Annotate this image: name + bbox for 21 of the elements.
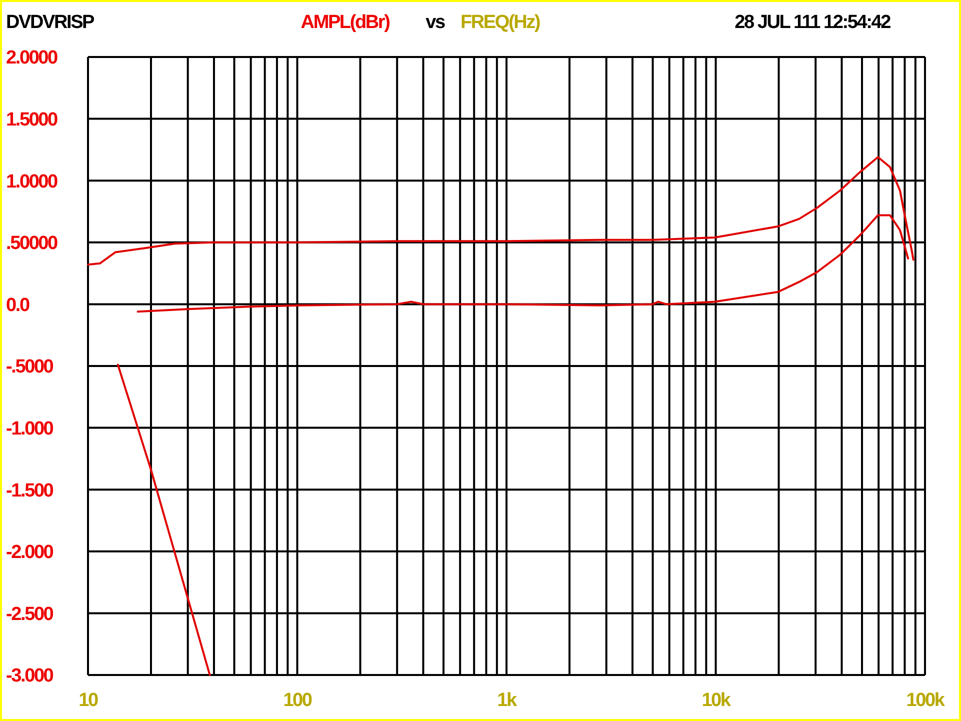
x-tick-label: 10k <box>702 690 732 711</box>
y-tick-label: -3.000 <box>6 666 54 687</box>
y-tick-label: .50000 <box>6 233 58 254</box>
x-tick-label: 10 <box>78 690 98 711</box>
y-axis-title: AMPL(dBr) <box>300 12 390 33</box>
y-tick-label: -2.500 <box>6 604 54 625</box>
y-tick-label: 1.5000 <box>6 109 58 130</box>
y-tick-label: -2.000 <box>6 542 54 564</box>
x-tick-label: 100 <box>283 690 312 711</box>
y-tick-label: 2.0000 <box>6 48 58 69</box>
x-tick-label: 100k <box>906 690 946 711</box>
y-tick-label: 1.0000 <box>6 171 58 192</box>
chart-title: DVDVRISP <box>6 12 96 33</box>
y-tick-label: -.5000 <box>6 356 54 378</box>
x-tick-label: 1k <box>497 690 518 711</box>
text: 28 JUL 111 12:54:42 <box>734 12 891 33</box>
y-tick-label: 0.0 <box>6 294 30 316</box>
y-tick-label: -1.000 <box>6 418 54 440</box>
text: vs <box>426 12 445 33</box>
x-axis-title: FREQ(Hz) <box>460 12 540 33</box>
y-tick-label: -1.500 <box>6 480 54 502</box>
